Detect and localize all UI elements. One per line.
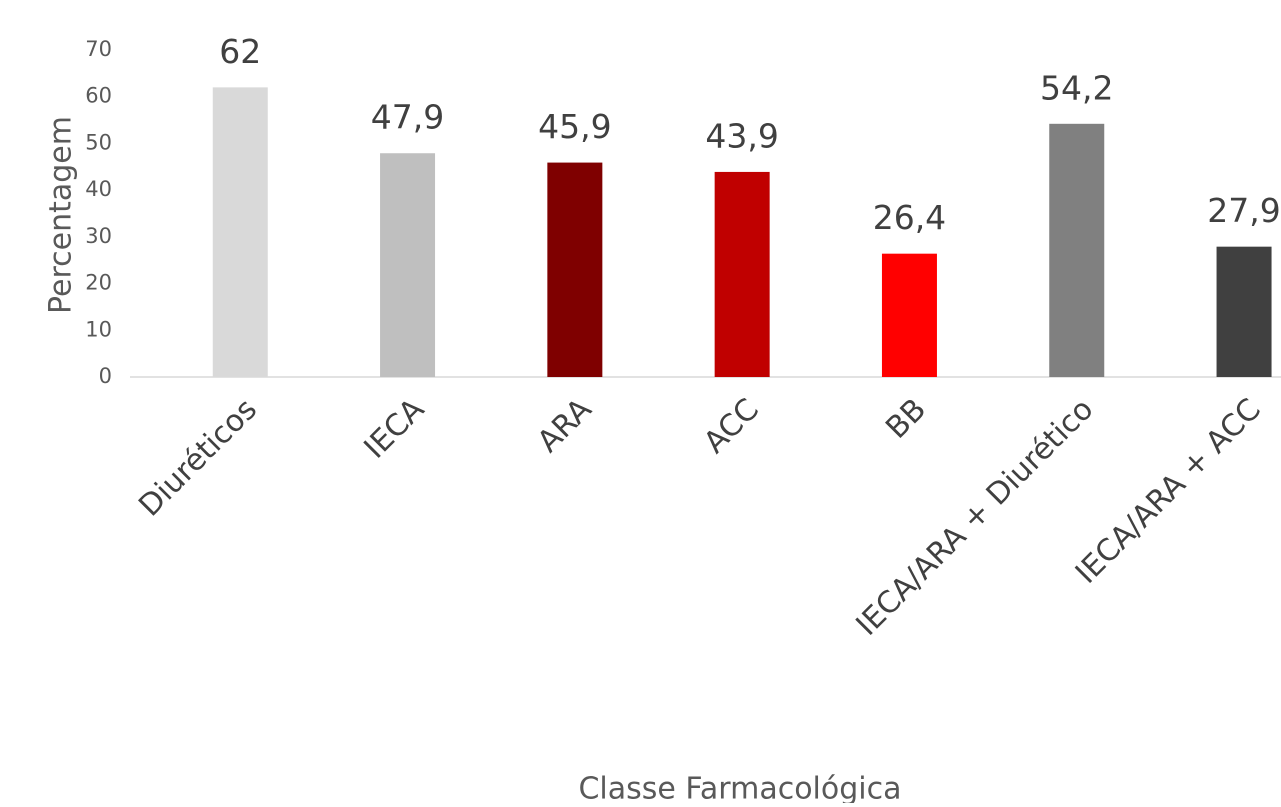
bar — [380, 153, 436, 377]
y-tick-label: 60 — [85, 84, 112, 108]
bar — [714, 171, 770, 377]
value-label: 27,9 — [1207, 191, 1280, 230]
value-label: 45,9 — [538, 107, 611, 146]
y-tick-label: 20 — [85, 271, 112, 295]
y-tick-label: 40 — [85, 177, 112, 201]
y-tick-label: 10 — [85, 317, 112, 341]
value-label: 62 — [219, 32, 261, 71]
bar — [1216, 246, 1272, 377]
bar — [547, 162, 603, 377]
bar — [1049, 123, 1105, 378]
value-label: 26,4 — [873, 198, 946, 237]
x-tick-label: IECA/ARA + ACC — [1069, 392, 1268, 591]
x-tick-label: BB — [879, 392, 933, 446]
y-axis-title: Percentagem — [44, 116, 79, 314]
value-label: 43,9 — [705, 116, 778, 155]
bar — [212, 87, 268, 377]
y-tick-label: 0 — [99, 364, 112, 388]
x-tick-label: IECA — [357, 392, 431, 466]
bar — [881, 253, 937, 377]
x-tick-label: Diuréticos — [132, 392, 264, 524]
value-label: 54,2 — [1040, 68, 1113, 107]
x-tick-label: ARA — [531, 392, 599, 460]
y-tick-label: 30 — [85, 224, 112, 248]
x-axis-title: Classe Farmacológica — [578, 772, 901, 804]
y-tick-label: 50 — [85, 130, 112, 154]
value-label: 47,9 — [371, 98, 444, 137]
x-tick-label: ACC — [697, 392, 766, 461]
y-tick-label: 70 — [85, 37, 112, 61]
